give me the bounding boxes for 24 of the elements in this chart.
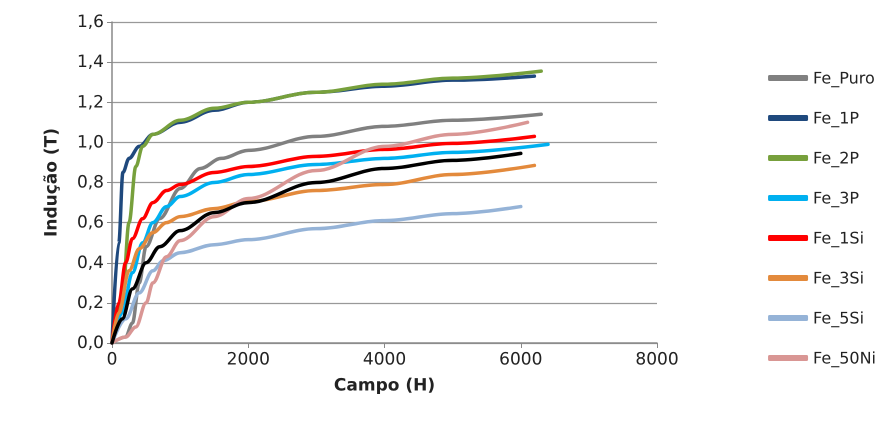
legend-label: Fe_3P (813, 188, 860, 208)
y-tick-label: 1,0 (76, 132, 104, 152)
legend-label: Fe_2P (813, 148, 860, 168)
legend-label: Fe_50Ni (813, 348, 876, 368)
x-tick-label: 2000 (226, 350, 270, 370)
y-axis-title: Indução (T) (42, 128, 62, 237)
x-axis-title: Campo (H) (334, 376, 436, 396)
y-tick-label: 0,0 (76, 333, 104, 353)
legend-label: Fe_3Si (813, 268, 864, 288)
y-tick-label: 1,4 (76, 52, 104, 72)
legend-label: Fe_1P (813, 108, 860, 128)
legend-label: Fe_Puro (813, 68, 875, 88)
legend-label: Fe_5Si (813, 308, 864, 328)
x-tick-label: 0 (106, 350, 118, 370)
y-tick-label: 0,2 (76, 292, 104, 313)
y-tick-label: 1,2 (76, 92, 104, 112)
x-tick-label: 8000 (635, 350, 679, 370)
x-tick-label: 6000 (499, 350, 542, 370)
y-tick-label: 0,4 (76, 252, 104, 273)
x-tick-label: 4000 (362, 350, 406, 370)
legend-label: Fe_1Si (813, 228, 864, 248)
y-tick-label: 0,6 (76, 212, 104, 233)
y-tick-label: 0,8 (76, 172, 104, 192)
y-tick-label: 1,6 (76, 12, 104, 32)
